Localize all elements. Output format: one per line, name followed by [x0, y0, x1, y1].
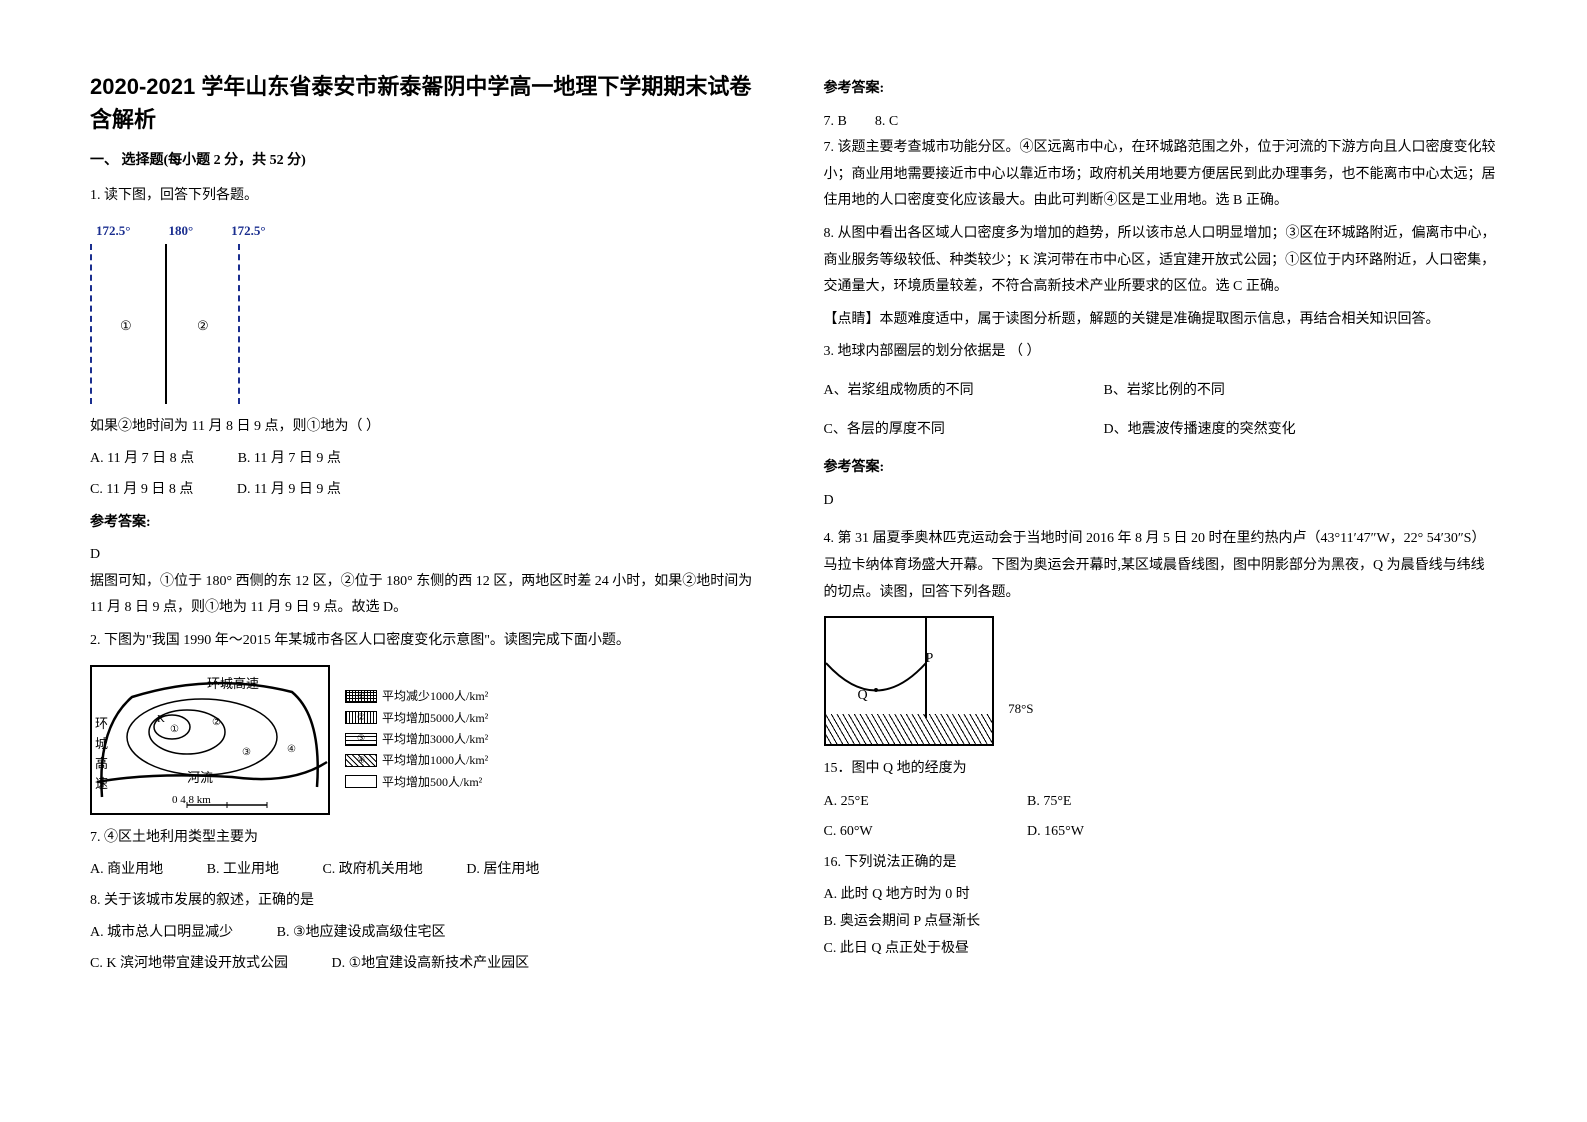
q4-intro: 4. 第 31 届夏季奥林匹克运动会于当地时间 2016 年 8 月 5 日 2…	[824, 526, 1498, 606]
q1-answer-label: 参考答案:	[90, 510, 764, 537]
q1-options-row1: A. 11 月 7 日 8 点 B. 11 月 7 日 9 点	[90, 446, 764, 473]
q2-tip: 【点睛】本题难度适中，属于读图分析题，解题的关键是准确提取图示信息，再结合相关知…	[824, 307, 1498, 334]
q8-options-r1: A. 城市总人口明显减少 B. ③地应建设成高级住宅区	[90, 920, 764, 947]
q8-stem: 8. 关于该城市发展的叙述，正确的是	[90, 888, 764, 915]
q15-optA: A. 25°E	[824, 789, 984, 816]
q15-optD: D. 165°W	[1027, 819, 1084, 846]
legend-text-4: 平均增加500人/km²	[382, 772, 482, 792]
q8-optB: B. ③地应建设成高级住宅区	[277, 920, 446, 947]
legend-icon-4	[345, 775, 377, 788]
legend-row-1: ② 平均增加5000人/km²	[345, 708, 488, 728]
q1-diagram-box: ① ②	[90, 244, 240, 404]
legend-text-3: 平均增加1000人/km²	[382, 750, 488, 770]
q3-answer: D	[824, 488, 1498, 515]
q15-optB: B. 75°E	[1027, 789, 1072, 816]
q2-map: K ① ② ③ ④ 环城高速 环 城 高 速 河流 0 4 8 km	[90, 665, 330, 815]
q7-optC: C. 政府机关用地	[322, 857, 422, 884]
legend-row-2: ③ 平均增加3000人/km²	[345, 729, 488, 749]
latitude-label: 78°S	[1008, 697, 1033, 722]
q4-diagram: Q P 78°S	[824, 616, 994, 746]
legend-icon-1: ②	[345, 711, 377, 724]
legend-icon-3: ④	[345, 754, 377, 767]
q2-exp7: 7. 该题主要考查城市功能分区。④区远离市中心，在环城路范围之外，位于河流的下游…	[824, 135, 1498, 215]
q1-answer: D	[90, 542, 764, 569]
q7-stem: 7. ④区土地利用类型主要为	[90, 825, 764, 852]
q16-optC: C. 此日 Q 点正处于极昼	[824, 936, 1498, 963]
highway-top-label: 环城高速	[207, 672, 259, 697]
region-1: ①	[120, 314, 132, 339]
ans7: 7. B	[824, 114, 847, 129]
q1-stem: 如果②地时间为 11 月 8 日 9 点，则①地为（ ）	[90, 414, 764, 441]
center-meridian	[165, 244, 167, 404]
q1-optD: D. 11 月 9 日 9 点	[237, 477, 341, 504]
left-column: 2020-2021 学年山东省泰安市新泰嗧阴中学高一地理下学期期末试卷含解析 一…	[90, 70, 764, 1052]
ans8: 8. C	[875, 114, 898, 129]
lon-left: 172.5°	[96, 219, 130, 244]
q16-optB: B. 奥运会期间 P 点昼渐长	[824, 909, 1498, 936]
q15-options-r2: C. 60°W D. 165°W	[824, 819, 1498, 846]
svg-text:③: ③	[242, 747, 251, 758]
svg-text:②: ②	[212, 717, 221, 728]
q3-optB: B、岩浆比例的不同	[1104, 378, 1225, 405]
legend-row-3: ④ 平均增加1000人/km²	[345, 750, 488, 770]
legend-icon-0: ①	[345, 690, 377, 703]
q15-optC: C. 60°W	[824, 819, 984, 846]
q1-longitude-labels: 172.5° 180° 172.5°	[96, 219, 764, 244]
q8-optA: A. 城市总人口明显减少	[90, 920, 233, 947]
svg-text:①: ①	[170, 724, 179, 735]
document-title: 2020-2021 学年山东省泰安市新泰嗧阴中学高一地理下学期期末试卷含解析	[90, 70, 764, 136]
right-column: 参考答案: 7. B 8. C 7. 该题主要考查城市功能分区。④区远离市中心，…	[824, 70, 1498, 1052]
river-label: 河流	[187, 766, 213, 791]
scale-label: 0 4 8 km	[172, 790, 211, 811]
q7-optA: A. 商业用地	[90, 857, 163, 884]
q7-optB: B. 工业用地	[207, 857, 279, 884]
svg-text:K: K	[157, 713, 165, 725]
q1-intro: 1. 读下图，回答下列各题。	[90, 183, 764, 210]
legend-text-1: 平均增加5000人/km²	[382, 708, 488, 728]
q8-optD: D. ①地宜建设高新技术产业园区	[331, 951, 529, 978]
q8-optC: C. K 滨河地带宜建设开放式公园	[90, 951, 288, 978]
q16-optA: A. 此时 Q 地方时为 0 时	[824, 882, 1498, 909]
q1-explanation: 据图可知，①位于 180° 西侧的东 12 区，②位于 180° 东侧的西 12…	[90, 569, 764, 622]
q3-optA: A、岩浆组成物质的不同	[824, 378, 1104, 405]
q3-options-r2: C、各层的厚度不同 D、地震波传播速度的突然变化	[824, 417, 1498, 444]
q-point-label: Q	[858, 683, 868, 710]
legend-icon-2: ③	[345, 733, 377, 746]
q1-diagram: 172.5° 180° 172.5° ① ②	[90, 219, 764, 404]
q8-options-r2: C. K 滨河地带宜建设开放式公园 D. ①地宜建设高新技术产业园区	[90, 951, 764, 978]
svg-text:④: ④	[287, 744, 296, 755]
q15-stem: 15．图中 Q 地的经度为	[824, 756, 1498, 783]
q3-stem: 3. 地球内部圈层的划分依据是 （ ）	[824, 339, 1498, 366]
q2-answers: 7. B 8. C	[824, 109, 1498, 136]
section-header: 一、 选择题(每小题 2 分，共 52 分)	[90, 148, 764, 175]
legend-row-0: ① 平均减少1000人/km²	[345, 686, 488, 706]
lon-right: 172.5°	[231, 219, 265, 244]
hw-l4: 速	[95, 772, 108, 797]
q3-options-r1: A、岩浆组成物质的不同 B、岩浆比例的不同	[824, 378, 1498, 405]
night-region	[826, 714, 992, 744]
legend-row-4: 平均增加500人/km²	[345, 772, 488, 792]
q2-answer-label: 参考答案:	[824, 76, 1498, 103]
q1-optC: C. 11 月 9 日 8 点	[90, 477, 193, 504]
q3-answer-label: 参考答案:	[824, 455, 1498, 482]
legend-text-2: 平均增加3000人/km²	[382, 729, 488, 749]
q2-intro: 2. 下图为"我国 1990 年～2015 年某城市各区人口密度变化示意图"。读…	[90, 628, 764, 655]
page-container: 2020-2021 学年山东省泰安市新泰嗧阴中学高一地理下学期期末试卷含解析 一…	[90, 70, 1497, 1052]
q7-options: A. 商业用地 B. 工业用地 C. 政府机关用地 D. 居住用地	[90, 857, 764, 884]
lon-mid: 180°	[168, 219, 193, 244]
q2-exp8: 8. 从图中看出各区域人口密度多为增加的趋势，所以该市总人口明显增加；③区在环城…	[824, 221, 1498, 301]
q7-optD: D. 居住用地	[466, 857, 539, 884]
q3-optD: D、地震波传播速度的突然变化	[1104, 417, 1296, 444]
q3-optC: C、各层的厚度不同	[824, 417, 1104, 444]
q16-stem: 16. 下列说法正确的是	[824, 850, 1498, 877]
q2-legend: ① 平均减少1000人/km² ② 平均增加5000人/km² ③ 平均增加30…	[345, 686, 488, 793]
q1-options-row2: C. 11 月 9 日 8 点 D. 11 月 9 日 9 点	[90, 477, 764, 504]
q2-diagram: K ① ② ③ ④ 环城高速 环 城 高 速 河流 0 4 8 km	[90, 665, 764, 815]
legend-text-0: 平均减少1000人/km²	[382, 686, 488, 706]
q1-optA: A. 11 月 7 日 8 点	[90, 446, 194, 473]
q1-optB: B. 11 月 7 日 9 点	[238, 446, 341, 473]
p-point-label: P	[926, 646, 934, 673]
region-2: ②	[197, 314, 209, 339]
q15-options-r1: A. 25°E B. 75°E	[824, 789, 1498, 816]
